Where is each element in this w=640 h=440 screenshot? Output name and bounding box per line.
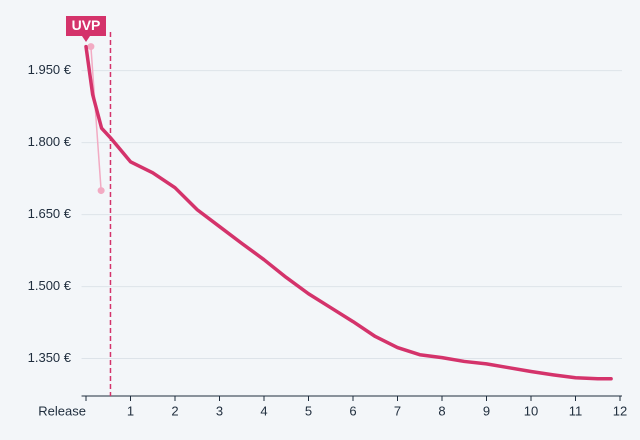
point xyxy=(97,187,105,195)
y-tick-label: 1.800 € xyxy=(28,134,72,149)
x-tick-label: 7 xyxy=(394,403,401,418)
annotation-box xyxy=(66,16,106,42)
y-tick-label: 1.500 € xyxy=(28,278,72,293)
x-tick-label: 5 xyxy=(305,403,312,418)
price-line xyxy=(84,44,613,381)
x-tick-label: 8 xyxy=(438,403,445,418)
x-tick-label: 6 xyxy=(349,403,356,418)
point xyxy=(87,43,95,51)
price-line xyxy=(90,45,102,192)
x-tick-label: 11 xyxy=(569,403,583,418)
x-tick-label: 9 xyxy=(483,403,490,418)
x-tick-label: 3 xyxy=(216,403,223,418)
x-tick-label: 2 xyxy=(171,403,178,418)
y-tick-label: 1.350 € xyxy=(28,350,72,365)
y-tick-label: 1.950 € xyxy=(28,62,72,77)
annotation: UVP xyxy=(72,17,101,33)
x-tick-label: 12 xyxy=(613,403,627,418)
y-tick-label: 1.650 € xyxy=(28,206,72,221)
x-tick-label: 10 xyxy=(524,403,538,418)
x-tick-label: 1 xyxy=(127,403,134,418)
x-tick-label: Release xyxy=(38,403,86,418)
x-tick-label: 4 xyxy=(260,403,267,418)
